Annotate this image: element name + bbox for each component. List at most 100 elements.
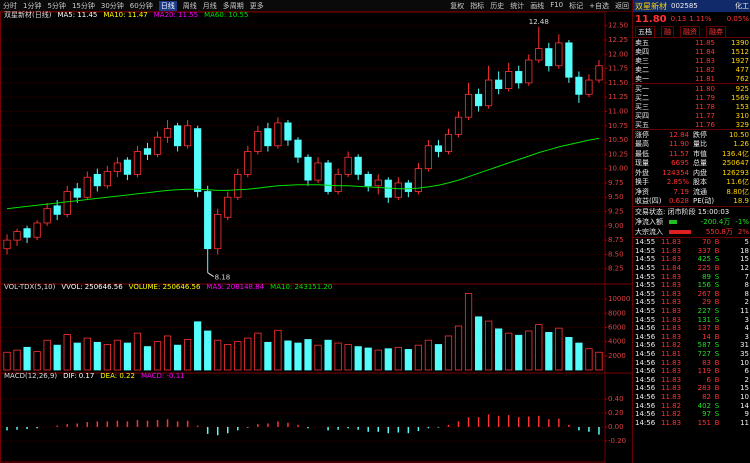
candle-body	[63, 191, 71, 215]
trade-count: 5	[744, 238, 749, 247]
book-row: 买四 11.77 310	[633, 111, 750, 120]
price: 11.80	[635, 13, 667, 25]
panel-tab[interactable]: 融券	[706, 25, 726, 38]
y-tick-label: -0.20	[608, 437, 626, 445]
trade-volume: 119	[697, 367, 711, 376]
volume-bar	[234, 341, 242, 371]
stat-value: 0.628	[668, 197, 689, 206]
candle-body	[545, 48, 553, 67]
trade-row: 14:56 11.83 137 B 4	[633, 324, 750, 333]
period-tab[interactable]: 30分钟	[100, 1, 124, 10]
period-tab[interactable]: 周线	[182, 1, 197, 10]
candle-body	[294, 139, 302, 158]
trade-volume: 283	[697, 384, 711, 393]
volume-bar	[595, 351, 603, 371]
panel-tab[interactable]: 融	[661, 25, 674, 38]
trade-price: 11.83	[661, 298, 682, 307]
volume-bar	[143, 346, 152, 371]
book-volume: 329	[735, 120, 749, 129]
trade-price: 11.82	[661, 410, 682, 419]
legend-item: VOLUME: 250646.56	[129, 283, 201, 291]
y-tick-label: 4000	[608, 338, 626, 346]
period-tab[interactable]: 多周期	[222, 1, 244, 10]
candle-body	[264, 128, 272, 147]
y-tick-label: 11.50	[608, 79, 628, 87]
tool-tab[interactable]: +自选	[589, 1, 609, 10]
trade-time: 14:56	[635, 367, 656, 376]
candle-body	[23, 228, 31, 238]
period-tab[interactable]: 更多	[249, 1, 264, 10]
trades: 14:55 11.83 70 B 5 14:55 11.83 337 B 18 14:55 11.83…	[633, 237, 750, 427]
trade-volume: 14	[702, 332, 711, 341]
trade-price: 11.83	[661, 358, 682, 367]
period-tab[interactable]: 60分钟	[129, 1, 153, 10]
trade-side: S	[714, 281, 720, 290]
book-price: 11.84	[694, 47, 715, 56]
tool-tab[interactable]: 统计	[510, 1, 525, 10]
stat-label: 市值	[693, 149, 707, 158]
trade-row: 14:55 11.83 70 B 5	[633, 238, 750, 247]
book-row: 买五 11.76 329	[633, 120, 750, 129]
trade-volume: 402	[697, 401, 711, 410]
volume-bar	[184, 339, 192, 371]
candle-body	[204, 191, 212, 250]
period-tab[interactable]: 月线	[202, 1, 217, 10]
book-label: 买一	[635, 84, 649, 93]
trade-side: S	[714, 410, 720, 419]
legend-item: DEA: 0.22	[100, 372, 135, 380]
panel-tab[interactable]: 五档	[635, 25, 655, 38]
volume-bar	[374, 349, 382, 371]
period-tab[interactable]: 分时	[3, 1, 17, 10]
book-label: 卖三	[635, 56, 649, 65]
candle-body	[123, 159, 132, 175]
trade-time: 14:55	[635, 264, 656, 273]
stat-label: 量比	[693, 140, 707, 149]
trade-time: 14:56	[635, 341, 656, 350]
volume-bar	[3, 351, 11, 371]
trade-price: 11.83	[661, 289, 682, 298]
trade-side: B	[714, 418, 720, 427]
tool-tab[interactable]: 指标	[470, 1, 485, 10]
candle-body	[304, 156, 312, 181]
candle-body	[505, 71, 513, 90]
period-tab[interactable]: 5分钟	[47, 1, 66, 10]
candle-body	[244, 151, 252, 175]
volume-bar	[244, 337, 252, 371]
trade-volume: 6	[706, 375, 711, 384]
trade-time: 14:55	[635, 298, 656, 307]
flow-value: 550.8万	[705, 228, 733, 236]
tool-tab[interactable]: 画线	[530, 1, 545, 10]
quote-panel: 双星新材 002585 化工 11.80 0.13 1.11% 0.05% 五档…	[632, 0, 750, 463]
volume-bar	[434, 344, 443, 371]
tool-tab[interactable]: 返回	[615, 1, 629, 10]
tool-tab[interactable]: 标记	[569, 1, 584, 10]
trade-count: 2	[744, 298, 749, 307]
volume-bar	[525, 330, 533, 371]
trade-price: 11.83	[661, 307, 682, 316]
volume-bar	[224, 344, 232, 371]
stock-code: 002585	[671, 2, 698, 10]
stats-row: 最低 11.57 市值 136.4亿	[633, 149, 750, 159]
candle-body	[314, 162, 322, 181]
panel-tabs: 五档融融资 融券	[633, 25, 750, 38]
stats-row: 净资 7.19 流通 8.80亿	[633, 187, 750, 197]
trade-side: S	[714, 272, 720, 281]
trade-price: 11.83	[661, 246, 682, 255]
trade-price: 11.81	[661, 350, 682, 359]
trade-side: S	[714, 307, 720, 316]
tool-tab[interactable]: F10	[550, 0, 564, 9]
book-label: 买五	[635, 120, 649, 129]
stat-label: PE(动)	[693, 197, 715, 206]
period-tab[interactable]: 15分钟	[71, 1, 95, 10]
trade-count: 10	[740, 358, 749, 367]
candle-body	[194, 128, 202, 192]
candle-body	[344, 156, 352, 175]
panel-tab[interactable]: 融资	[680, 25, 700, 38]
trade-row: 14:55 11.83 156 S 8	[633, 281, 750, 290]
tool-tab[interactable]: 历史	[490, 1, 505, 10]
trade-time: 14:56	[635, 392, 656, 401]
tool-tab[interactable]: 复权	[450, 1, 465, 10]
period-tab[interactable]: 日线	[158, 0, 177, 11]
trade-volume: 70	[702, 238, 711, 247]
period-tab[interactable]: 1分钟	[23, 1, 42, 10]
